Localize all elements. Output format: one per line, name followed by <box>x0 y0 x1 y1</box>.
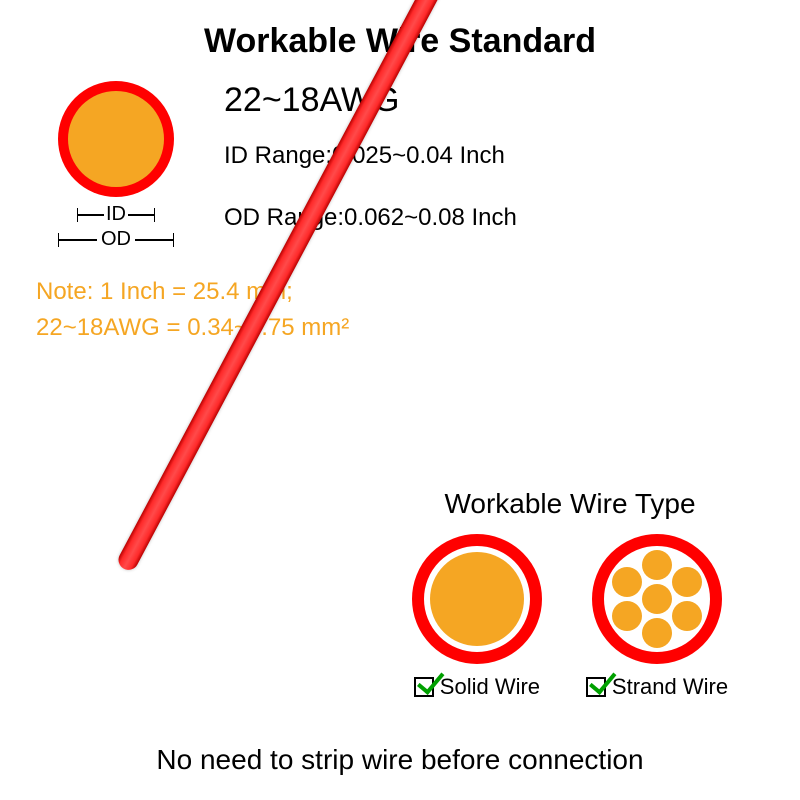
wire-type-title: Workable Wire Type <box>380 488 760 520</box>
wire-type-row: Solid Wire Strand Wire <box>380 534 760 700</box>
id-range: ID Range:0.025~0.04 Inch <box>224 142 517 170</box>
od-range: OD Range:0.062~0.08 Inch <box>224 204 517 232</box>
wire-cross-section <box>58 81 174 197</box>
check-icon <box>414 677 434 697</box>
footer-note: No need to strip wire before connection <box>0 744 800 776</box>
strand-wire-item: Strand Wire <box>586 534 728 700</box>
check-icon <box>586 677 606 697</box>
od-dimension: OD <box>41 228 191 251</box>
solid-wire-item: Solid Wire <box>412 534 542 700</box>
conversion-note: Note: 1 Inch = 25.4 mm; 22~18AWG = 0.34~… <box>36 274 800 346</box>
solid-wire-label: Solid Wire <box>414 674 540 700</box>
spec-row: ID OD 22~18AWG ID Range:0.025~0.04 Inch … <box>36 81 800 266</box>
strand-dot <box>612 567 642 597</box>
note-line-1: Note: 1 Inch = 25.4 mm; <box>36 274 800 310</box>
wire-type-section: Workable Wire Type Solid Wire <box>380 488 760 700</box>
strand-dot <box>672 601 702 631</box>
strand-wire-label: Strand Wire <box>586 674 728 700</box>
strand-wire-text: Strand Wire <box>612 674 728 700</box>
strand-dot <box>642 550 672 580</box>
strand-dot <box>612 601 642 631</box>
strand-dot <box>672 567 702 597</box>
solid-wire-icon <box>412 534 542 664</box>
solid-wire-text: Solid Wire <box>440 674 540 700</box>
strand-dot <box>642 618 672 648</box>
strand-wire-icon <box>592 534 722 664</box>
id-label: ID <box>104 203 128 226</box>
id-dimension: ID <box>58 203 174 226</box>
od-label: OD <box>97 228 135 251</box>
conductor-core <box>68 91 164 187</box>
cross-section-diagram: ID OD <box>36 81 196 251</box>
note-line-2: 22~18AWG = 0.34~0.75 mm² <box>36 310 800 346</box>
solid-core <box>430 552 524 646</box>
strand-dot <box>642 584 672 614</box>
